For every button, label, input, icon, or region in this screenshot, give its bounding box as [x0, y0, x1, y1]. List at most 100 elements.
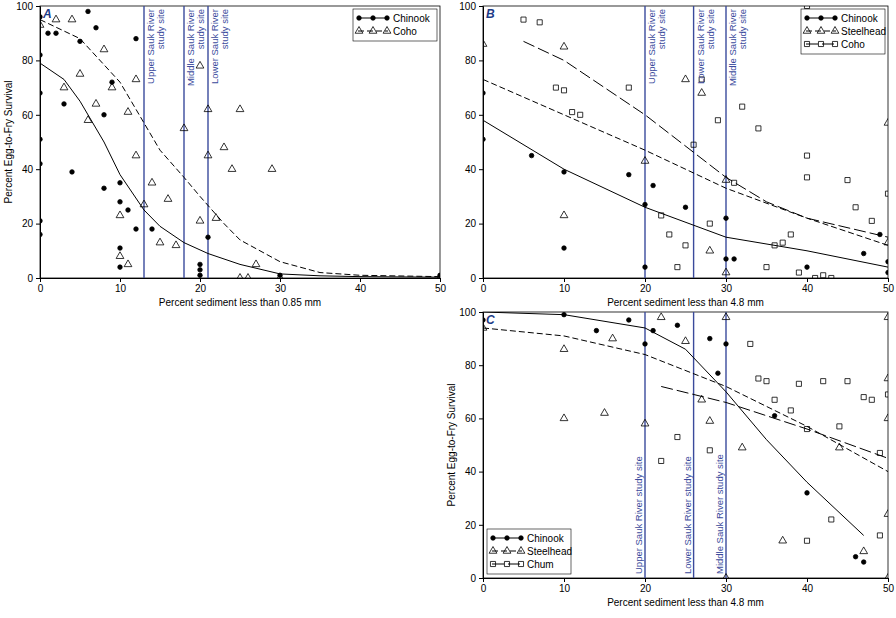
marker	[732, 257, 737, 262]
marks	[483, 312, 888, 578]
marker	[724, 216, 729, 221]
tick-mark	[36, 60, 40, 61]
marker	[70, 170, 75, 175]
tick-mark	[479, 115, 483, 116]
marker	[236, 274, 244, 278]
marker	[853, 205, 858, 210]
legend-marker	[503, 547, 511, 554]
marker	[836, 443, 844, 450]
study-site-label: Lower Sauk River study site	[682, 456, 693, 574]
marker	[804, 153, 809, 158]
tick-label: 80	[22, 55, 34, 66]
tick: 60	[465, 110, 483, 121]
tick-label: 0	[481, 283, 487, 294]
marker	[150, 227, 155, 232]
marker	[796, 270, 801, 275]
tick: 0	[470, 573, 483, 584]
fit-curve	[524, 41, 889, 237]
marker	[885, 191, 888, 196]
axis-line	[484, 579, 889, 583]
marker	[560, 42, 568, 49]
marker	[706, 246, 714, 253]
tick: 40	[802, 278, 814, 294]
tick-mark	[479, 60, 483, 61]
marker	[148, 178, 156, 185]
tick-mark	[479, 418, 483, 419]
y-axis-title: Percent Egg-to-Fry Survival	[3, 81, 14, 204]
tick: 0	[481, 278, 487, 294]
legend-label: Coho	[841, 39, 865, 50]
figure: 01020304050020406080100Percent sediment …	[0, 0, 896, 618]
axis-line	[484, 279, 889, 283]
tick: 0	[38, 278, 44, 294]
tick-mark	[479, 578, 483, 579]
legend-marker	[369, 27, 377, 34]
legend: ChinookSteelheadCoho	[801, 9, 886, 54]
marker	[126, 208, 131, 213]
tick: 20	[465, 520, 483, 531]
tick: 100	[16, 1, 40, 12]
marker	[196, 216, 204, 223]
tick-mark	[479, 525, 483, 526]
marker	[804, 538, 809, 543]
marker	[756, 126, 761, 131]
legend: ChinookSteelheadChum	[487, 529, 572, 574]
marker	[164, 195, 172, 202]
marker	[667, 232, 672, 237]
marker	[118, 265, 123, 270]
tick-label: 20	[195, 283, 207, 294]
marker	[779, 536, 787, 543]
tick: 0	[27, 273, 40, 284]
tick-mark	[564, 578, 565, 582]
study-site-label: study site	[705, 9, 716, 49]
legend-marker	[490, 561, 495, 566]
marker	[740, 104, 745, 109]
marker	[845, 178, 850, 183]
marker	[869, 218, 874, 223]
marker	[804, 6, 809, 9]
legend-marker	[805, 16, 810, 21]
marker	[884, 118, 888, 125]
marker	[132, 75, 140, 82]
tick-mark	[479, 6, 483, 7]
marker	[100, 45, 108, 52]
plot-frame	[483, 312, 888, 578]
study-site-line	[693, 312, 694, 578]
marker	[884, 313, 888, 320]
marker	[722, 313, 730, 320]
plot-frame	[40, 6, 440, 278]
legend-marker	[817, 27, 825, 34]
marker	[594, 328, 599, 333]
marker	[268, 165, 276, 172]
tick-mark	[440, 278, 441, 282]
tick: 60	[22, 110, 40, 121]
marker	[780, 240, 785, 245]
marker	[627, 172, 632, 177]
legend-swatch	[806, 44, 836, 45]
marker	[483, 137, 485, 142]
marker	[92, 99, 100, 106]
tick-label: 60	[465, 110, 477, 121]
marker	[84, 116, 92, 123]
fit-curve	[483, 328, 888, 472]
tick-mark	[200, 278, 201, 282]
marker	[682, 75, 690, 82]
tick-label: 80	[465, 55, 477, 66]
marker	[134, 36, 139, 41]
tick: 50	[435, 278, 447, 294]
marker	[124, 260, 132, 267]
tick-mark	[360, 278, 361, 282]
study-site-label: study site	[656, 9, 667, 49]
legend-marker	[504, 561, 509, 566]
tick-label: 20	[640, 283, 652, 294]
tick-label: 30	[721, 283, 733, 294]
tick-mark	[479, 365, 483, 366]
tick-mark	[36, 6, 40, 7]
marker	[52, 15, 60, 22]
marker	[643, 202, 648, 207]
marker	[845, 379, 850, 384]
legend-marker	[489, 547, 497, 554]
y-axis: 020406080100	[459, 307, 483, 584]
marker	[521, 17, 526, 22]
tick-label: 80	[465, 360, 477, 371]
